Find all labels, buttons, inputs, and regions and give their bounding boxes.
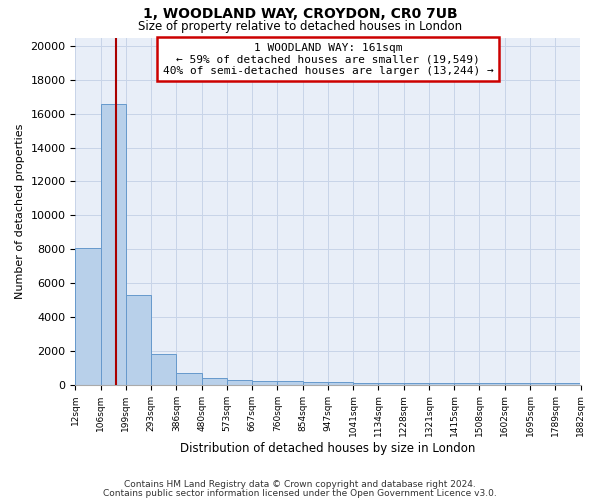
Bar (227, 380, 252, 384)
Bar (479, 383, 505, 384)
Text: 1 WOODLAND WAY: 161sqm
← 59% of detached houses are smaller (19,549)
40% of semi: 1 WOODLAND WAY: 161sqm ← 59% of detached… (163, 42, 493, 76)
Bar (353, 382, 379, 384)
Bar (328, 382, 353, 384)
Bar (454, 383, 479, 384)
Bar (277, 382, 302, 384)
Text: Contains HM Land Registry data © Crown copyright and database right 2024.: Contains HM Land Registry data © Crown c… (124, 480, 476, 489)
Bar (76, 248, 101, 384)
Bar (530, 383, 555, 384)
Y-axis label: Number of detached properties: Number of detached properties (15, 124, 25, 298)
Bar (252, 381, 277, 384)
Bar (101, 104, 126, 384)
X-axis label: Distribution of detached houses by size in London: Distribution of detached houses by size … (180, 442, 476, 455)
Text: 1, WOODLAND WAY, CROYDON, CR0 7UB: 1, WOODLAND WAY, CROYDON, CR0 7UB (143, 8, 457, 22)
Bar (202, 378, 227, 384)
Bar (176, 372, 202, 384)
Bar (302, 382, 328, 384)
Bar (126, 295, 151, 384)
Bar (505, 383, 530, 384)
Bar (404, 383, 429, 384)
Bar (429, 383, 454, 384)
Text: Size of property relative to detached houses in London: Size of property relative to detached ho… (138, 20, 462, 33)
Bar (379, 382, 404, 384)
Text: Contains public sector information licensed under the Open Government Licence v3: Contains public sector information licen… (103, 488, 497, 498)
Bar (151, 354, 176, 384)
